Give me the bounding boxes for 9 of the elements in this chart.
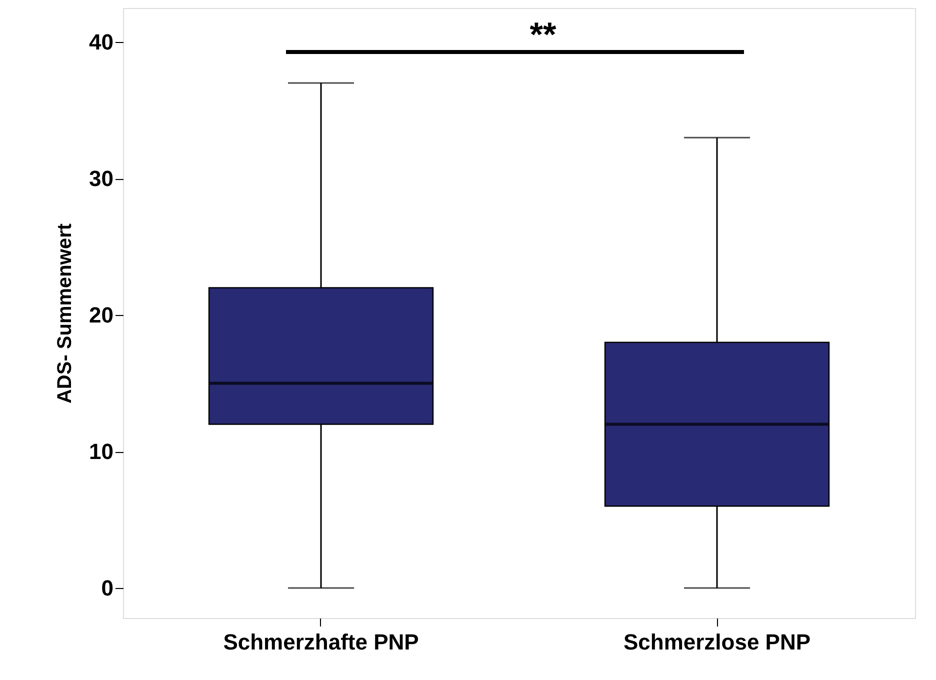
y-axis-title: ADS- Summenwert [54, 223, 76, 404]
x-tick-label: Schmerzhafte PNP [223, 630, 419, 654]
y-tick-label: 10 [89, 439, 114, 464]
y-tick-label: 0 [101, 575, 114, 600]
y-tick-label: 40 [89, 30, 114, 55]
y-tick-label: 20 [89, 302, 114, 328]
annotation: ** [530, 16, 557, 54]
x-tick-label: Schmerzlose PNP [623, 630, 811, 654]
y-tick-label: 30 [89, 166, 114, 192]
